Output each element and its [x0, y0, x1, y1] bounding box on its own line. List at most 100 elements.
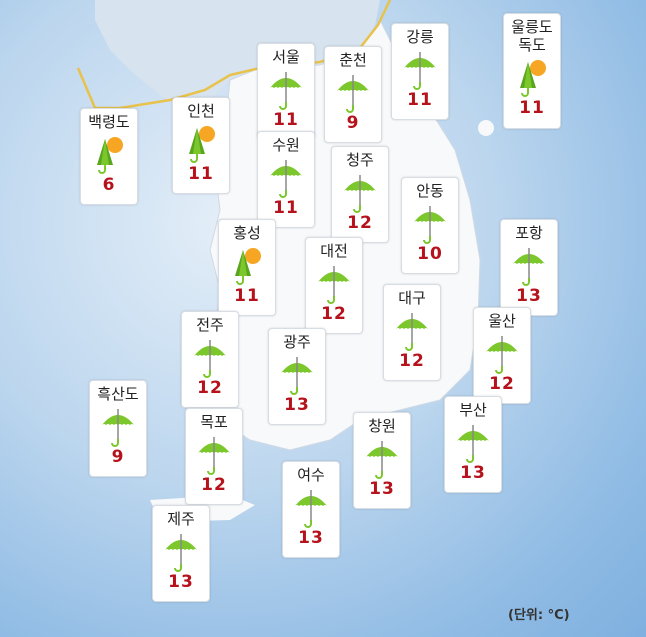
city-name: 제주 [167, 510, 195, 528]
city-temp: 13 [168, 572, 194, 592]
closed-umbrella-shape [235, 250, 251, 285]
sun-shape [107, 137, 123, 153]
city-temp: 13 [369, 479, 395, 499]
umbrella-shape [102, 409, 134, 447]
city-name: 포항 [515, 224, 543, 242]
umbrella-shape [404, 52, 436, 90]
umbrella-shape [457, 425, 489, 463]
umbrella-shape [295, 490, 327, 528]
city-name: 인천 [187, 102, 215, 120]
city-card: 청주 12 [331, 146, 389, 243]
city-temp: 13 [460, 463, 486, 483]
city-temp: 12 [197, 378, 223, 398]
city-card: 부산 13 [444, 396, 502, 493]
city-card: 전주 12 [181, 311, 239, 408]
umbrella-shape [318, 266, 350, 304]
city-name: 부산 [459, 401, 487, 419]
umbrella-icon [366, 441, 398, 479]
city-name: 울산 [488, 312, 516, 330]
umbrella-shape [281, 357, 313, 395]
umbrella-shape [198, 437, 230, 475]
city-temp: 12 [201, 475, 227, 495]
city-card: 홍성 11 [218, 219, 276, 316]
umbrella-icon [457, 425, 489, 463]
city-temp: 11 [273, 198, 299, 218]
city-temp: 13 [516, 286, 542, 306]
city-temp: 11 [273, 110, 299, 130]
umbrella-shape [396, 313, 428, 351]
rain-sun-icon [97, 137, 123, 174]
city-temp: 11 [519, 98, 545, 118]
umbrella-icon [414, 206, 446, 244]
city-card: 춘천 9 [324, 46, 382, 143]
city-card: 흑산도 9 [89, 380, 147, 477]
city-temp: 9 [346, 113, 360, 133]
umbrella-icon [486, 336, 518, 374]
city-name: 춘천 [339, 51, 367, 69]
city-name: 청주 [346, 151, 374, 169]
city-temp: 9 [111, 447, 125, 467]
umbrella-shape [270, 72, 302, 110]
city-card: 백령도 6 [80, 108, 138, 205]
city-name: 흑산도 [97, 385, 139, 403]
umbrella-shape [344, 175, 376, 213]
umbrella-icon [198, 437, 230, 475]
sun-shape [530, 60, 546, 76]
city-name: 안동 [416, 182, 444, 200]
umbrella-icon [337, 75, 369, 113]
city-name: 여수 [297, 466, 325, 484]
city-card: 울산 12 [473, 307, 531, 404]
city-card: 울릉도 독도 11 [503, 13, 561, 129]
city-temp: 11 [407, 90, 433, 110]
umbrella-shape [270, 160, 302, 198]
city-name: 목포 [200, 413, 228, 431]
umbrella-icon [281, 357, 313, 395]
umbrella-icon [295, 490, 327, 528]
umbrella-icon [318, 266, 350, 304]
unit-label: (단위: °C) [508, 608, 570, 623]
city-card: 안동 10 [401, 177, 459, 274]
umbrella-icon [270, 72, 302, 110]
city-card: 서울 11 [257, 43, 315, 140]
city-temp: 11 [188, 164, 214, 184]
city-card: 목포 12 [185, 408, 243, 505]
city-card: 수원 11 [257, 131, 315, 228]
city-temp: 12 [321, 304, 347, 324]
city-name: 전주 [196, 316, 224, 334]
rain-sun-icon [189, 126, 215, 163]
umbrella-shape [486, 336, 518, 374]
city-temp: 10 [417, 244, 443, 264]
city-card: 제주 13 [152, 505, 210, 602]
umbrella-icon [404, 52, 436, 90]
city-temp: 11 [234, 286, 260, 306]
umbrella-shape [194, 340, 226, 378]
sun-shape [199, 126, 215, 142]
city-name: 대구 [398, 289, 426, 307]
city-card: 광주 13 [268, 328, 326, 425]
umbrella-shape [165, 534, 197, 572]
city-name: 홍성 [233, 224, 261, 242]
ulleungdo-land [478, 120, 494, 136]
rain-sun-icon [235, 248, 261, 285]
city-name: 대전 [320, 242, 348, 260]
umbrella-icon [194, 340, 226, 378]
city-name: 강릉 [406, 28, 434, 46]
city-card: 강릉 11 [391, 23, 449, 120]
umbrella-icon [344, 175, 376, 213]
city-name: 서울 [272, 48, 300, 66]
umbrella-shape [414, 206, 446, 244]
city-card: 대전 12 [305, 237, 363, 334]
closed-umbrella-shape [97, 139, 113, 174]
rain-sun-icon [520, 60, 546, 97]
north-korea-land [95, 0, 380, 108]
umbrella-icon [102, 409, 134, 447]
city-card: 창원 13 [353, 412, 411, 509]
sun-shape [245, 248, 261, 264]
city-card: 인천 11 [172, 97, 230, 194]
city-temp: 13 [284, 395, 310, 415]
umbrella-icon [396, 313, 428, 351]
closed-umbrella-shape [520, 62, 536, 97]
city-temp: 12 [489, 374, 515, 394]
umbrella-shape [366, 441, 398, 479]
